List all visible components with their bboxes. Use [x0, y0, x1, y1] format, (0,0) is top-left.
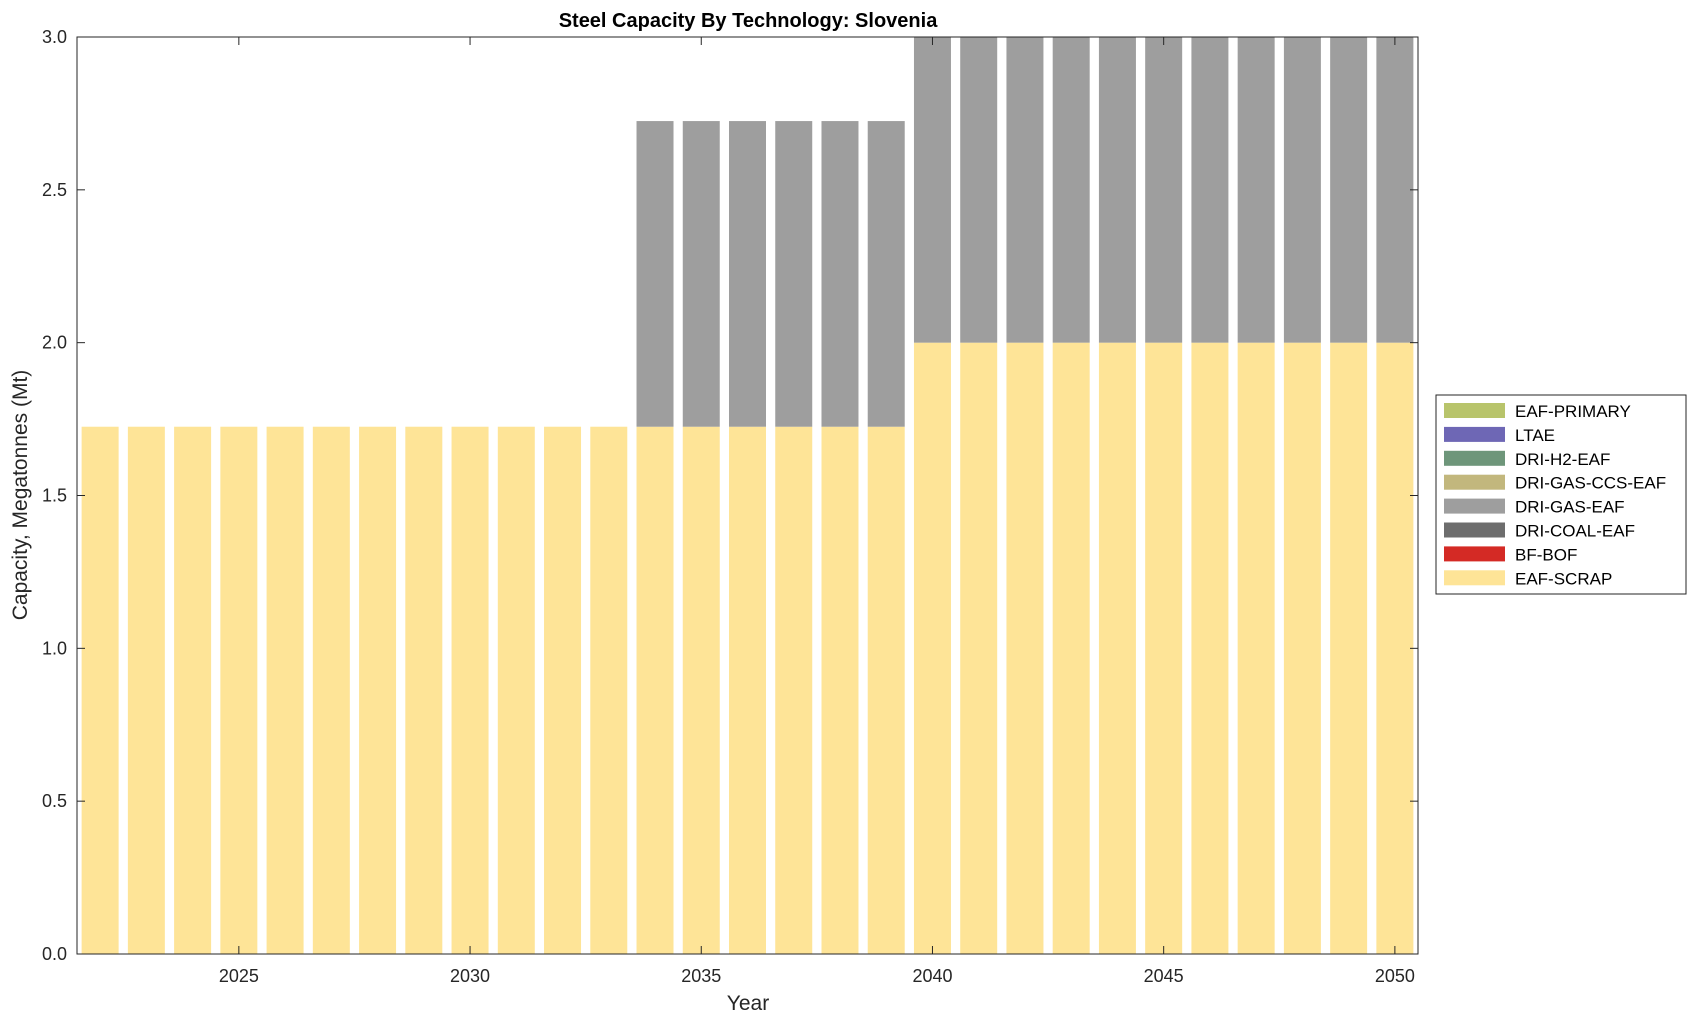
xtick-label-4: 2045 — [1144, 966, 1184, 986]
bar-eaf-scrap-2042 — [1006, 342, 1044, 955]
bar-dri-gas-eaf-2046 — [1191, 37, 1229, 343]
ytick-label-3: 1.5 — [42, 486, 67, 506]
bar-dri-gas-eaf-2044 — [1098, 37, 1136, 343]
bar-eaf-scrap-2035 — [682, 426, 720, 955]
bar-eaf-scrap-2043 — [1052, 342, 1090, 955]
bar-dri-gas-eaf-2040 — [913, 37, 951, 343]
bar-eaf-scrap-2025 — [220, 426, 258, 955]
bar-dri-gas-eaf-2038 — [821, 121, 859, 427]
legend-label-dri-h2-eaf: DRI-H2-EAF — [1515, 450, 1610, 469]
bar-eaf-scrap-2041 — [960, 342, 998, 955]
bar-dri-gas-eaf-2036 — [729, 121, 766, 427]
bar-dri-gas-eaf-2049 — [1330, 37, 1368, 343]
xtick-label-0: 2025 — [219, 966, 259, 986]
bar-eaf-scrap-2029 — [405, 426, 443, 955]
ytick-label-5: 2.5 — [42, 180, 67, 200]
axis-ticks — [77, 36, 1418, 955]
bar-eaf-scrap-2049 — [1330, 342, 1368, 955]
legend-label-dri-coal-eaf: DRI-COAL-EAF — [1515, 522, 1635, 541]
bar-dri-gas-eaf-2037 — [775, 121, 813, 427]
legend: EAF-PRIMARY LTAE DRI-H2-EAF DRI-GAS-CCS-EAF… — [1435, 394, 1687, 595]
bar-dri-gas-eaf-2047 — [1237, 37, 1275, 343]
chart-title: Steel Capacity By Technology: Slovenia — [559, 10, 939, 32]
x-tick-labels: 2025 2030 2035 2040 2045 2050 — [219, 966, 1415, 986]
xtick-label-2: 2035 — [681, 966, 721, 986]
bar-dri-gas-eaf-2034 — [636, 121, 674, 427]
legend-label-bf-bof: BF-BOF — [1515, 545, 1577, 564]
bar-eaf-scrap-2032 — [544, 426, 582, 955]
bar-dri-gas-eaf-2035 — [682, 121, 720, 427]
bar-eaf-scrap-2031 — [497, 426, 535, 955]
legend-label-dri-gas-ccs-eaf: DRI-GAS-CCS-EAF — [1515, 474, 1666, 493]
legend-swatch-dri-h2-eaf — [1444, 450, 1505, 466]
bar-eaf-scrap-2033 — [590, 426, 628, 955]
bars-group — [81, 37, 1414, 955]
legend-label-eaf-scrap: EAF-SCRAP — [1515, 569, 1612, 588]
bar-dri-gas-eaf-2041 — [960, 37, 998, 343]
bar-dri-gas-eaf-2039 — [867, 121, 905, 427]
xtick-label-1: 2030 — [450, 966, 490, 986]
xtick-label-3: 2040 — [912, 966, 952, 986]
legend-swatch-dri-gas-eaf — [1444, 498, 1505, 514]
ytick-label-6: 3.0 — [42, 27, 67, 47]
x-axis-label: Year — [727, 992, 769, 1015]
legend-swatch-dri-gas-ccs-eaf — [1444, 474, 1505, 490]
bar-eaf-scrap-2034 — [636, 426, 674, 955]
bar-eaf-scrap-2050 — [1376, 342, 1414, 955]
bar-eaf-scrap-2037 — [775, 426, 813, 955]
bar-eaf-scrap-2023 — [127, 426, 165, 955]
legend-label-ltae: LTAE — [1515, 426, 1555, 445]
legend-swatch-eaf-scrap — [1444, 570, 1505, 586]
bar-eaf-scrap-2030 — [451, 426, 489, 955]
bar-dri-gas-eaf-2042 — [1006, 37, 1044, 343]
legend-label-eaf-primary: EAF-PRIMARY — [1515, 402, 1631, 421]
bar-eaf-scrap-2046 — [1191, 342, 1229, 955]
bar-dri-gas-eaf-2050 — [1376, 37, 1414, 343]
ytick-label-0: 0.0 — [42, 944, 67, 964]
legend-label-dri-gas-eaf: DRI-GAS-EAF — [1515, 498, 1625, 517]
bar-eaf-scrap-2038 — [821, 426, 859, 955]
xtick-label-5: 2050 — [1375, 966, 1415, 986]
ytick-label-1: 0.5 — [42, 791, 67, 811]
bar-dri-gas-eaf-2045 — [1145, 37, 1183, 343]
bar-eaf-scrap-2026 — [266, 426, 304, 955]
bar-eaf-scrap-2040 — [913, 342, 951, 955]
bar-eaf-scrap-2036 — [729, 426, 766, 955]
bar-dri-gas-eaf-2048 — [1283, 37, 1321, 343]
y-tick-labels: 0.0 0.5 1.0 1.5 2.0 2.5 3.0 — [42, 27, 67, 964]
bar-eaf-scrap-2045 — [1145, 342, 1183, 955]
legend-swatch-ltae — [1444, 426, 1505, 442]
bar-eaf-scrap-2027 — [312, 426, 350, 955]
legend-swatch-bf-bof — [1444, 546, 1505, 562]
legend-swatch-eaf-primary — [1444, 403, 1505, 418]
bar-eaf-scrap-2047 — [1237, 342, 1275, 955]
ytick-label-4: 2.0 — [42, 333, 67, 353]
bar-eaf-scrap-2024 — [174, 426, 212, 955]
bar-eaf-scrap-2048 — [1283, 342, 1321, 955]
bar-eaf-scrap-2039 — [867, 426, 905, 955]
legend-swatch-dri-coal-eaf — [1444, 522, 1505, 538]
bar-dri-gas-eaf-2043 — [1052, 37, 1090, 343]
bar-eaf-scrap-2022 — [81, 426, 119, 955]
bar-eaf-scrap-2028 — [359, 426, 397, 955]
bar-eaf-scrap-2044 — [1098, 342, 1136, 955]
y-axis-label: Capacity, Megatonnes (Mt) — [9, 370, 32, 621]
ytick-label-2: 1.0 — [42, 638, 67, 658]
